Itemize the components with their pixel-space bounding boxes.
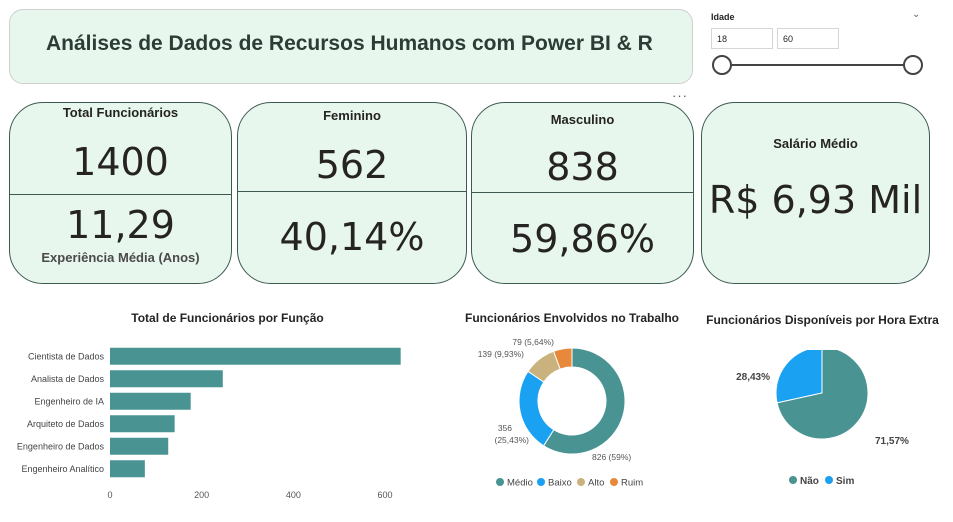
donut-label-baixo-pct: (25,43%) (495, 435, 530, 445)
x-tick-label: 400 (286, 490, 301, 500)
kpi-experience-value: 11,29 (66, 203, 175, 247)
age-max-input[interactable]: 60 (777, 28, 839, 49)
legend-label: Não (800, 476, 819, 487)
kpi-salary-label: Salário Médio (773, 136, 858, 151)
bar-chart-title: Total de Funcionários por Função (131, 311, 324, 325)
kpi-female-label: Feminino (323, 108, 381, 123)
pie-slice (775, 350, 823, 404)
age-slicer-label: Idade (711, 12, 735, 22)
kpi-male-value: 838 (546, 145, 619, 189)
donut-label-medio: 826 (59%) (592, 452, 631, 462)
kpi-experience-label: Experiência Média (Anos) (41, 250, 200, 265)
slider-min-handle[interactable] (712, 55, 732, 75)
slider-max-handle[interactable] (903, 55, 923, 75)
bar (110, 460, 145, 478)
bar-category-label: Engenheiro Analítico (21, 464, 104, 474)
legend-dot (610, 478, 618, 486)
legend-label: Médio (507, 478, 533, 489)
bar (110, 437, 169, 455)
age-range-slider[interactable] (708, 52, 928, 78)
chevron-down-icon[interactable]: ⌄ (912, 9, 921, 20)
bar-category-label: Arquiteto de Dados (27, 419, 105, 429)
pie-chart-title: Funcionários Disponíveis por Hora Extra (706, 313, 939, 327)
kpi-total-label: Total Funcionários (62, 105, 179, 120)
bar-chart: Cientista de Dados Analista de Dados Engen… (17, 347, 401, 500)
kpi-divider (472, 192, 693, 193)
bar-category-label: Cientista de Dados (28, 351, 105, 361)
pie-slice (776, 350, 869, 440)
age-min-input[interactable]: 18 (711, 28, 773, 49)
legend-dot (496, 478, 504, 486)
donut-label-baixo: 356 (498, 423, 512, 433)
kpi-divider (10, 194, 231, 195)
pie-label-sim: 28,43% (736, 372, 770, 383)
kpi-female-value: 562 (315, 143, 389, 187)
kpi-male-label: Masculino (550, 112, 615, 127)
kpi-divider (238, 191, 466, 192)
kpi-male-card: Masculino 838 59,86% (471, 102, 694, 284)
kpi-female-card: Feminino 562 40,14% (237, 102, 467, 284)
x-tick-label: 200 (194, 490, 209, 500)
x-tick-label: 0 (107, 490, 112, 500)
title-card: Análises de Dados de Recursos Humanos co… (9, 9, 693, 84)
legend-dot (789, 476, 797, 484)
kpi-male-pct: 59,86% (510, 217, 655, 261)
donut-label-ruim: 79 (5,64%) (512, 337, 554, 347)
pie-label-nao: 71,57% (875, 436, 909, 447)
donut-chart: 826 (59%) 356 (25,43%) 139 (9,93%) 79 (5,64%… (478, 337, 644, 489)
legend-label: Alto (588, 478, 604, 489)
kpi-total-value: 1400 (72, 140, 169, 184)
bar (110, 347, 401, 365)
donut-slice (542, 347, 626, 455)
legend-label: Sim (836, 476, 854, 487)
pie-chart: 28,43% 71,57% Não Sim (736, 350, 909, 487)
bar (110, 370, 223, 388)
legend-dot (577, 478, 585, 486)
kpi-salary-card: Salário Médio R$ 6,93 Mil (701, 102, 930, 284)
legend-dot (825, 476, 833, 484)
kpi-female-pct: 40,14% (279, 215, 425, 259)
page-title: Análises de Dados de Recursos Humanos co… (46, 32, 653, 55)
donut-chart-title: Funcionários Envolvidos no Trabalho (464, 311, 680, 325)
x-tick-label: 600 (378, 490, 393, 500)
bar (110, 392, 191, 410)
bar-category-label: Engenheiro de IA (34, 396, 104, 406)
legend-label: Ruim (621, 478, 643, 489)
bar-category-label: Engenheiro de Dados (17, 441, 105, 451)
legend-dot (537, 478, 545, 486)
bar-category-label: Analista de Dados (31, 374, 105, 384)
legend-label: Baixo (548, 478, 572, 489)
kpi-total-card: Total Funcionários 1400 11,29 Experiênci… (9, 102, 232, 284)
kpi-salary-value: R$ 6,93 Mil (708, 178, 923, 222)
donut-slice (552, 347, 573, 370)
more-options-icon[interactable]: ··· (672, 88, 688, 103)
donut-label-alto: 139 (9,93%) (478, 349, 524, 359)
bar (110, 415, 175, 433)
